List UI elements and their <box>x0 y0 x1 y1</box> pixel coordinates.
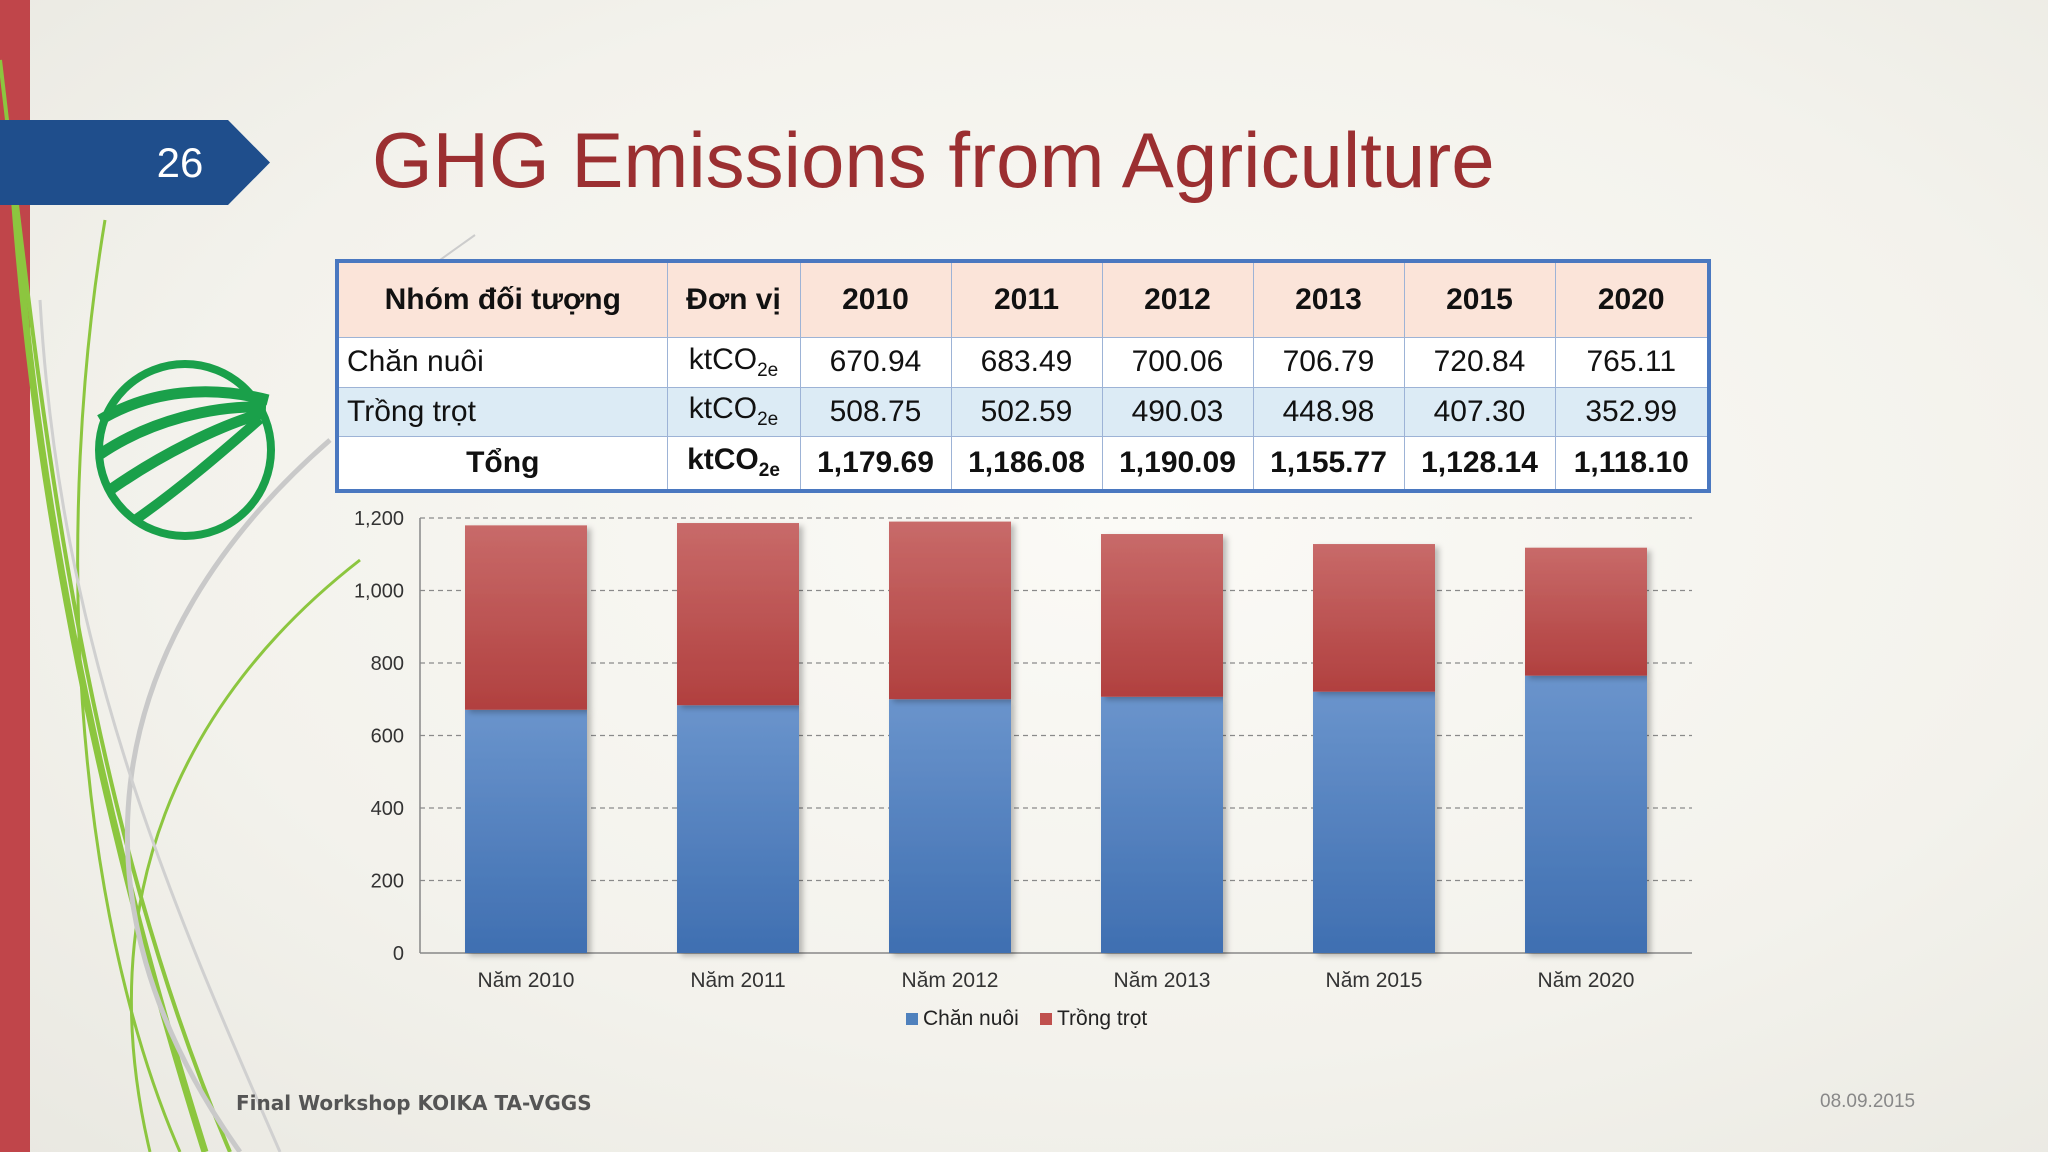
header-cell-year: 2011 <box>950 260 1103 339</box>
row-label: Tổng <box>336 435 668 492</box>
table-cell: 683.49 <box>950 337 1103 388</box>
unit-base: ktCO <box>687 443 759 477</box>
bar-trong-trot <box>1313 544 1435 692</box>
slide-number: 26 <box>156 139 204 186</box>
header-cell-year: 2015 <box>1403 260 1556 339</box>
slide-number-badge <box>0 120 270 205</box>
header-cell-year: 2012 <box>1101 260 1254 339</box>
unit-subscript: 2e <box>758 460 780 482</box>
x-tick-label: Năm 2010 <box>478 969 575 992</box>
legend-label: Trồng trọt <box>1057 1007 1147 1030</box>
table-cell: 1,190.09 <box>1101 435 1254 492</box>
table-cell: 1,155.77 <box>1252 435 1405 492</box>
table-cell: 508.75 <box>799 386 952 437</box>
x-tick-label: Năm 2020 <box>1538 969 1635 992</box>
unit-base: ktCO <box>688 392 758 426</box>
x-tick-label: Năm 2013 <box>1114 969 1211 992</box>
unit-cell: ktCO2e <box>666 337 801 388</box>
table-header-row: Nhóm đối tượng Đơn vị 2010 2011 2012 201… <box>336 260 1710 339</box>
table-cell: 502.59 <box>950 386 1103 437</box>
bar-chan-nuoi <box>1313 691 1435 953</box>
unit-cell: ktCO2e <box>666 435 801 492</box>
legend-swatch <box>1040 1013 1052 1025</box>
header-cell-year: 2010 <box>799 260 952 339</box>
y-tick-label: 0 <box>393 943 404 965</box>
table-cell: 1,128.14 <box>1403 435 1556 492</box>
table-cell: 407.30 <box>1403 386 1556 437</box>
stacked-bar-chart: 0 200 400 600 800 1,000 1,200 Năm 2010 Năm 2011 N… <box>354 508 1692 1030</box>
table-cell: 706.79 <box>1252 337 1405 388</box>
table-cell: 765.11 <box>1554 337 1710 388</box>
unit-base: ktCO <box>688 342 758 376</box>
unit-subscript: 2e <box>757 409 779 431</box>
y-tick-label: 1,000 <box>354 581 404 603</box>
table-cell: 1,186.08 <box>950 435 1103 492</box>
x-tick-label: Năm 2011 <box>690 969 785 992</box>
bar-chan-nuoi <box>889 699 1011 953</box>
bar-chan-nuoi <box>1525 675 1647 953</box>
bar-chan-nuoi <box>465 709 587 953</box>
legend-swatch <box>906 1013 918 1025</box>
bar-trong-trot <box>1525 547 1647 676</box>
table-cell: 490.03 <box>1101 386 1254 437</box>
unit-subscript: 2e <box>757 359 779 381</box>
bar-trong-trot <box>677 523 799 706</box>
y-tick-label: 400 <box>371 798 404 820</box>
y-tick-label: 1,200 <box>354 508 404 530</box>
row-label: Trồng trọt <box>336 386 668 437</box>
header-cell-group: Nhóm đối tượng <box>336 260 668 339</box>
table-cell: 352.99 <box>1554 386 1710 437</box>
footer-workshop: Final Workshop KOIKA TA-VGGS <box>236 1091 592 1115</box>
unit-cell: ktCO2e <box>666 386 801 437</box>
table-cell: 1,179.69 <box>799 435 952 492</box>
page-title: GHG Emissions from Agriculture <box>372 116 1495 204</box>
emissions-table: Nhóm đối tượng Đơn vị 2010 2011 2012 201… <box>335 259 1711 493</box>
footer-date: 08.09.2015 <box>1820 1091 1916 1112</box>
table-cell: 670.94 <box>799 337 952 388</box>
table-cell: 1,118.10 <box>1554 435 1710 492</box>
bar-trong-trot <box>889 521 1011 700</box>
header-cell-year: 2013 <box>1252 260 1405 339</box>
row-label: Chăn nuôi <box>336 337 668 388</box>
x-tick-label: Năm 2012 <box>902 969 999 992</box>
organization-logo-icon <box>95 360 275 540</box>
table-row: Chăn nuôi ktCO2e 670.94 683.49 700.06 70… <box>336 337 1710 388</box>
header-cell-unit: Đơn vị <box>666 260 801 339</box>
table-cell: 448.98 <box>1252 386 1405 437</box>
y-tick-label: 200 <box>371 871 404 893</box>
bar-chan-nuoi <box>1101 696 1223 953</box>
legend-label: Chăn nuôi <box>923 1007 1019 1030</box>
bar-trong-trot <box>1101 534 1223 697</box>
table-row: Trồng trọt ktCO2e 508.75 502.59 490.03 4… <box>336 386 1710 437</box>
table-cell: 700.06 <box>1101 337 1254 388</box>
x-tick-label: Năm 2015 <box>1326 969 1423 992</box>
table-cell: 720.84 <box>1403 337 1556 388</box>
table-row-total: Tổng ktCO2e 1,179.69 1,186.08 1,190.09 1… <box>336 435 1710 492</box>
bar-chan-nuoi <box>677 705 799 953</box>
header-cell-year: 2020 <box>1554 260 1710 339</box>
y-tick-label: 800 <box>371 653 404 675</box>
y-tick-label: 600 <box>371 726 404 748</box>
bar-trong-trot <box>465 525 587 710</box>
